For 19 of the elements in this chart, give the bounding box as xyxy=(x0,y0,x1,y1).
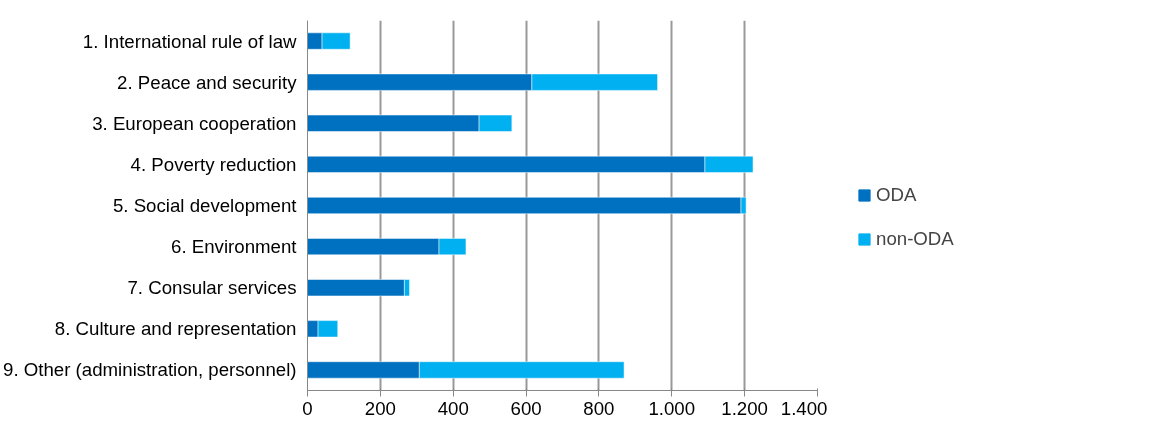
legend-label: non-ODA xyxy=(876,227,954,250)
x-tick-label: 400 xyxy=(437,397,469,419)
y-tick-label: 2. Peace and security xyxy=(117,71,298,93)
y-tick-label: 9. Other (administration, personnel) xyxy=(3,359,297,381)
x-tick-label: 1.400 xyxy=(780,397,828,419)
y-tick-label: 4. Poverty reduction xyxy=(130,153,297,175)
y-tick-label: 3. European cooperation xyxy=(92,112,297,134)
y-tick-label: 6. Environment xyxy=(171,236,298,258)
y-tick-label: 1. International rule of law xyxy=(82,30,298,52)
legend-label: ODA xyxy=(876,183,917,206)
x-tick-label: 0 xyxy=(302,397,313,419)
x-tick-label: 600 xyxy=(510,397,542,419)
y-tick-label: 8. Culture and representation xyxy=(54,318,297,340)
x-tick-label: 1.000 xyxy=(648,397,696,419)
x-tick-label: 800 xyxy=(583,397,615,419)
x-tick-label: 1.200 xyxy=(721,397,768,419)
y-tick-label: 7. Consular services xyxy=(127,277,297,299)
y-tick-label: 5. Social development xyxy=(112,195,298,216)
x-tick-label: 200 xyxy=(364,397,396,419)
